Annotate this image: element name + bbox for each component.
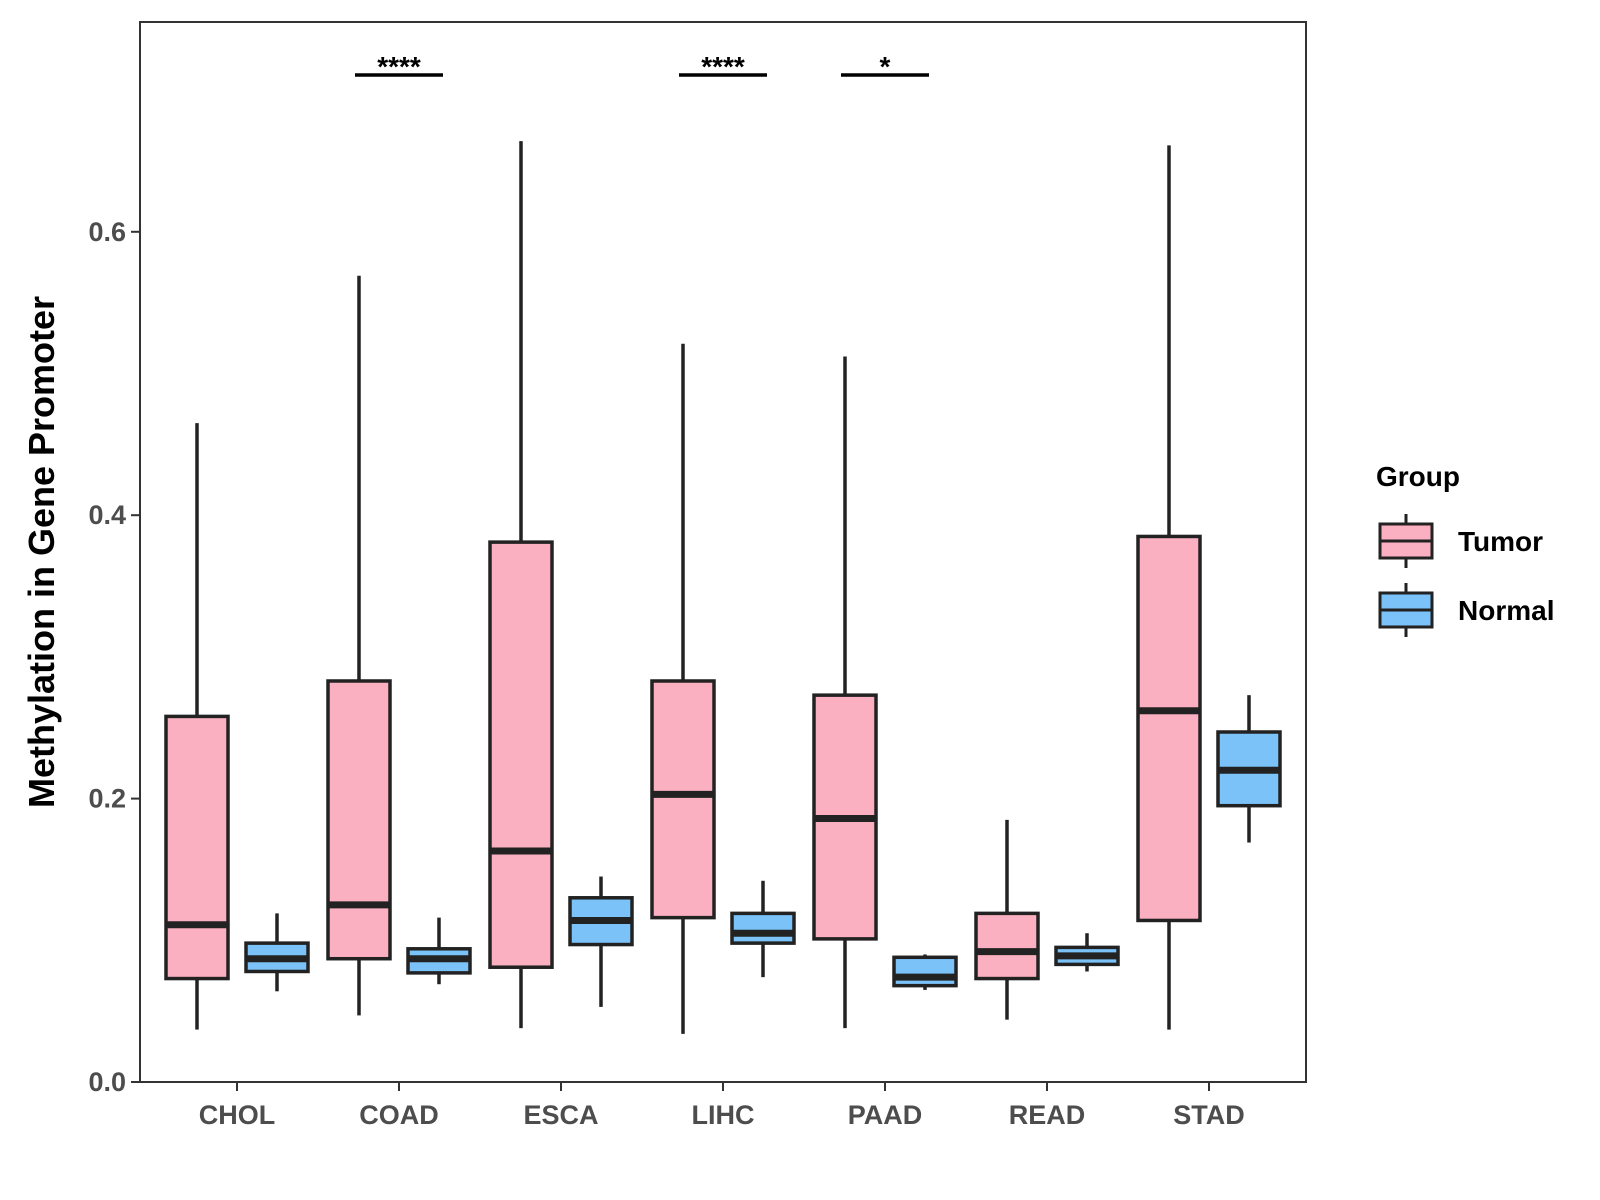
legend-label-normal: Normal [1458, 595, 1554, 626]
box-normal-lihc [730, 880, 796, 978]
box-body [326, 679, 392, 961]
y-tick-label: 0.2 [88, 784, 126, 814]
box-normal-coad [406, 917, 472, 985]
y-tick-label: 0.4 [88, 500, 126, 530]
legend: Group Tumor Normal [1376, 461, 1554, 637]
box-tumor-read [974, 819, 1040, 1020]
x-tick-label-lihc: LIHC [692, 1100, 755, 1130]
axes: 0.0 0.2 0.4 0.6 CHOL COAD ESCA LIHC PAAD READ STAD [88, 22, 1306, 1130]
x-tick-label-read: READ [1009, 1100, 1086, 1130]
significance-paad: * [841, 51, 929, 82]
box-tumor-esca [488, 141, 554, 1029]
box-body [730, 911, 796, 945]
box-body [650, 679, 716, 920]
box-tumor-stad [1136, 145, 1202, 1030]
box-normal-paad [892, 954, 958, 990]
legend-key-normal: Normal [1378, 583, 1554, 637]
box-tumor-coad [326, 275, 392, 1016]
box-tumor-lihc [650, 343, 716, 1034]
box-body [488, 540, 554, 969]
box-body [892, 955, 958, 988]
y-tick-label: 0.0 [88, 1067, 126, 1097]
box-normal-read [1054, 933, 1120, 972]
significance-label: **** [377, 51, 421, 82]
x-tick-label-stad: STAD [1173, 1100, 1245, 1130]
x-tick-label-coad: COAD [359, 1100, 439, 1130]
legend-title: Group [1376, 461, 1460, 492]
significance-coad: **** [355, 51, 443, 82]
box-body [164, 714, 230, 981]
box-tumor-chol [164, 423, 230, 1030]
plot-area: **** **** * [164, 51, 1282, 1034]
x-tick-label-esca: ESCA [523, 1100, 598, 1130]
box-tumor-paad [812, 356, 878, 1029]
significance-label: **** [701, 51, 745, 82]
x-tick-label-chol: CHOL [199, 1100, 276, 1130]
box-normal-stad [1216, 695, 1282, 843]
legend-label-tumor: Tumor [1458, 526, 1543, 557]
x-tick-label-paad: PAAD [848, 1100, 923, 1130]
legend-key-tumor: Tumor [1378, 514, 1543, 568]
significance-label: * [880, 51, 891, 82]
box-normal-chol [244, 913, 310, 992]
y-tick-label: 0.6 [88, 217, 126, 247]
box-body [1136, 534, 1202, 923]
y-axis-title: Methylation in Gene Promoter [21, 296, 62, 808]
box-normal-esca [568, 876, 634, 1007]
significance-lihc: **** [679, 51, 767, 82]
box-body [974, 911, 1040, 981]
